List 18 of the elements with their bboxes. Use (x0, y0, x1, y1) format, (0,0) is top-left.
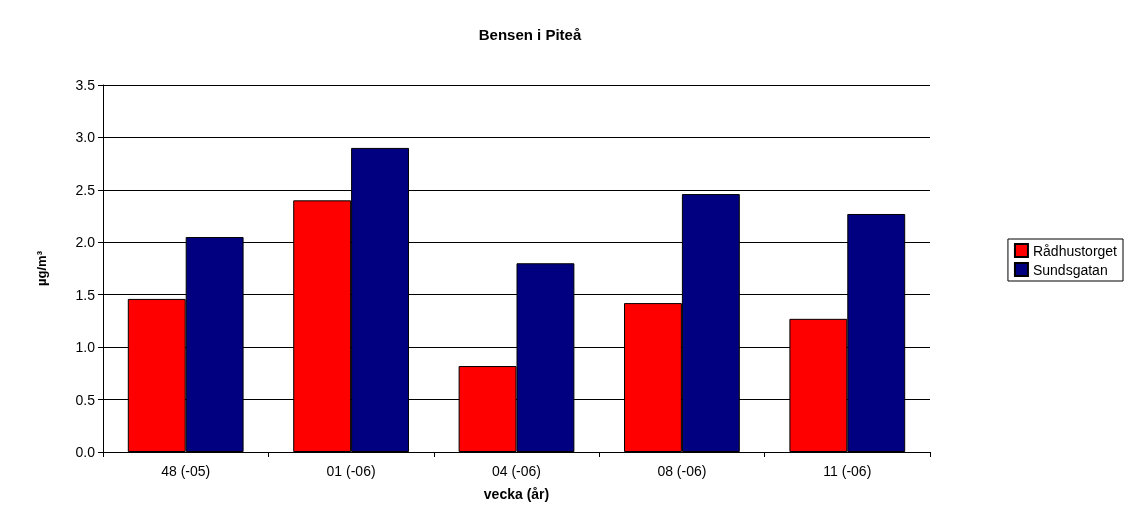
x-tick-label: 04 (-06) (491, 463, 542, 479)
y-axis-title: µg/m³ (34, 250, 49, 286)
x-tick-label: 11 (-06) (823, 463, 872, 479)
x-axis-title: vecka (år) (483, 486, 550, 502)
x-tick-label: 48 (-05) (161, 463, 211, 479)
y-tick-label: 3.5 (75, 77, 96, 93)
y-tick-label: 0.0 (75, 444, 96, 460)
y-tick-label: 2.0 (75, 234, 96, 251)
y-tick-label: 1.5 (75, 286, 96, 303)
y-tick-label: 3.0 (75, 129, 96, 146)
chart-title: Bensen i Piteå (478, 26, 582, 43)
x-tick-label: 01 (-06) (326, 463, 376, 479)
legend-label: Sundsgatan (1032, 261, 1108, 278)
y-tick-label: 1.0 (75, 339, 96, 356)
x-tick-label: 08 (-06) (657, 463, 707, 479)
y-tick-label: 2.5 (75, 181, 96, 198)
y-tick-label: 0.5 (75, 391, 96, 408)
legend-label: Rådhustorget (1032, 242, 1118, 259)
